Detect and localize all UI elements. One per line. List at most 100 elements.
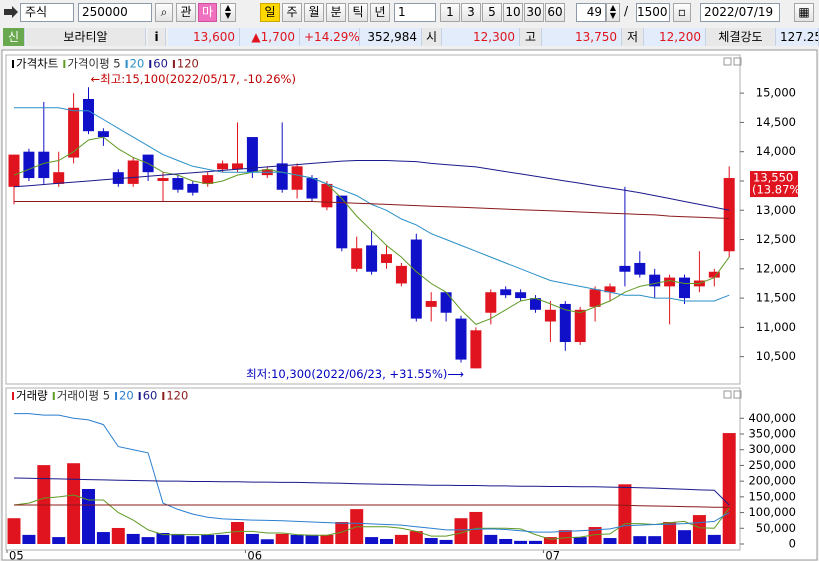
volume-bar bbox=[663, 522, 677, 544]
volume-bar bbox=[305, 534, 319, 544]
period-button[interactable]: 월 bbox=[304, 3, 324, 22]
volume-bar bbox=[290, 534, 304, 544]
candle-body bbox=[679, 277, 690, 299]
period-button[interactable]: 분 bbox=[326, 3, 346, 22]
date-text: 2022/07/19 bbox=[704, 5, 774, 19]
legend-marker bbox=[52, 392, 55, 400]
volume-bar bbox=[618, 484, 632, 544]
legend-label: 가격차트 bbox=[16, 57, 58, 71]
y-tick-label: 50,000 bbox=[756, 521, 796, 535]
volume-bar bbox=[380, 538, 393, 544]
volume-bar bbox=[394, 534, 408, 544]
volume-bar bbox=[529, 540, 542, 544]
panel-button[interactable] bbox=[733, 390, 742, 399]
y-tick-label: 350,000 bbox=[748, 427, 796, 441]
high-annotation: ←최고:15,100(2022/05/17, -10.26%) bbox=[91, 72, 296, 86]
legend-label: 60 bbox=[143, 389, 158, 403]
low: 12,200 bbox=[644, 28, 706, 46]
candle-body bbox=[381, 254, 392, 263]
minute-button[interactable]: 1 bbox=[440, 3, 460, 22]
minute-button[interactable]: 3 bbox=[461, 3, 481, 22]
volume-bar bbox=[231, 522, 244, 544]
ma-line bbox=[13, 477, 730, 506]
minute-button[interactable]: 30 bbox=[524, 3, 544, 22]
close-label-box bbox=[750, 171, 798, 198]
volume-bar bbox=[260, 539, 274, 544]
period-button[interactable]: 주 bbox=[282, 3, 302, 22]
interval-select[interactable]: 1 bbox=[394, 3, 436, 22]
y-tick-label: 150,000 bbox=[748, 489, 796, 503]
volume-bar bbox=[111, 527, 125, 544]
volume-bar bbox=[573, 537, 587, 544]
candle-body bbox=[351, 248, 363, 269]
date-input[interactable]: 2022/07/19 bbox=[700, 3, 780, 22]
y-tick-label: 12,500 bbox=[756, 232, 796, 246]
candle-body bbox=[455, 318, 467, 360]
legend-label: 20 bbox=[119, 389, 134, 403]
minute-button[interactable]: 10 bbox=[503, 3, 523, 22]
close-label: 13,550 bbox=[753, 171, 793, 185]
volume-bar bbox=[156, 533, 170, 544]
volume-bar bbox=[707, 534, 721, 544]
period-button[interactable]: 틱 bbox=[348, 3, 368, 22]
y-tick-label: 10,500 bbox=[756, 349, 796, 363]
legend-marker bbox=[125, 60, 128, 68]
candle-body bbox=[187, 183, 199, 193]
volume-bar bbox=[52, 537, 66, 544]
candle-body bbox=[649, 274, 661, 287]
candle-body bbox=[470, 330, 482, 369]
low-label: 저 bbox=[622, 28, 644, 46]
candle-body bbox=[306, 178, 318, 199]
ma-line bbox=[14, 107, 730, 302]
y-tick-label: 200,000 bbox=[748, 474, 796, 488]
period-button[interactable]: 일 bbox=[260, 3, 280, 22]
candle-body bbox=[68, 107, 80, 158]
minute-button[interactable]: 5 bbox=[482, 3, 502, 22]
candle-body bbox=[53, 172, 65, 184]
y-tick-label: 400,000 bbox=[748, 411, 796, 425]
count-input[interactable]: 49 bbox=[576, 3, 606, 22]
volume-bar bbox=[454, 518, 468, 544]
y-tick-label: 100,000 bbox=[748, 505, 796, 519]
y-tick-label: 250,000 bbox=[748, 458, 796, 472]
candle-body bbox=[574, 309, 586, 343]
volume-bar bbox=[335, 522, 349, 544]
high: 13,750 bbox=[542, 28, 622, 46]
panel-button[interactable] bbox=[733, 57, 742, 66]
volume-bar bbox=[484, 534, 498, 544]
legend-marker bbox=[115, 392, 118, 400]
rate: +14.29% bbox=[300, 28, 360, 46]
x-tick-label: 07 bbox=[545, 549, 560, 561]
menu-icon[interactable] bbox=[2, 4, 20, 20]
candle-body bbox=[708, 271, 720, 278]
panel-button[interactable] bbox=[723, 390, 732, 399]
watch-button[interactable]: 관 bbox=[176, 3, 196, 22]
count-spin[interactable]: ▲ ▼ bbox=[606, 3, 620, 22]
info-button[interactable]: i bbox=[148, 28, 166, 46]
legend-marker bbox=[12, 60, 14, 68]
panel-button[interactable] bbox=[723, 57, 732, 66]
code-input[interactable]: 250000 bbox=[78, 3, 152, 22]
volume-bar bbox=[96, 532, 110, 544]
max-icon[interactable]: ▫ bbox=[673, 3, 691, 22]
open-label: 시 bbox=[422, 28, 442, 46]
calendar-icon[interactable]: ▦ bbox=[794, 3, 814, 22]
ma-line bbox=[14, 201, 730, 219]
market-select[interactable]: 주식 bbox=[20, 3, 74, 22]
credit-badge: 신 bbox=[3, 28, 25, 46]
max-input[interactable]: 1500 bbox=[636, 3, 670, 22]
legend-marker bbox=[162, 392, 165, 400]
price: 13,600 bbox=[168, 28, 240, 46]
y-tick-label: 13,000 bbox=[756, 203, 796, 217]
volume-bar bbox=[82, 489, 95, 544]
candle-body bbox=[232, 163, 243, 170]
candle-body bbox=[217, 163, 229, 170]
volume-bar bbox=[722, 433, 736, 544]
candle-body bbox=[366, 245, 378, 272]
period-button[interactable]: 년 bbox=[370, 3, 390, 22]
ma-button[interactable]: 마 bbox=[198, 3, 217, 22]
spin-button[interactable]: ▲ ▼ bbox=[220, 3, 236, 22]
minute-button[interactable]: 60 bbox=[545, 3, 565, 22]
search-button[interactable]: ⌕ bbox=[155, 3, 173, 22]
